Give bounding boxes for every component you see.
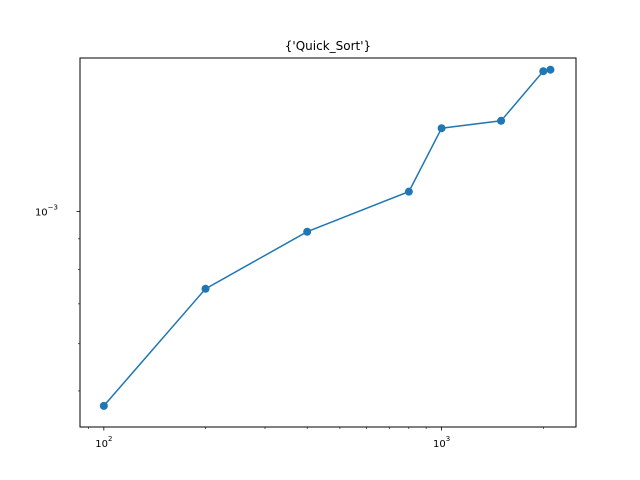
chart-title: {'Quick_Sort'}: [285, 39, 371, 53]
data-point: [404, 187, 413, 196]
y-tick-label: 10−3: [35, 204, 58, 219]
x-tick-label: 103: [433, 435, 450, 450]
series-line-group: [99, 65, 555, 410]
plot-frame: [79, 57, 577, 428]
data-point: [437, 124, 446, 133]
data-point: [303, 227, 312, 236]
data-point: [497, 116, 506, 125]
series-line: [103, 68, 551, 407]
data-point: [539, 67, 548, 76]
x-tick-label: 102: [95, 435, 112, 450]
data-point: [201, 284, 210, 293]
data-point: [99, 401, 108, 410]
data-point: [546, 65, 555, 74]
